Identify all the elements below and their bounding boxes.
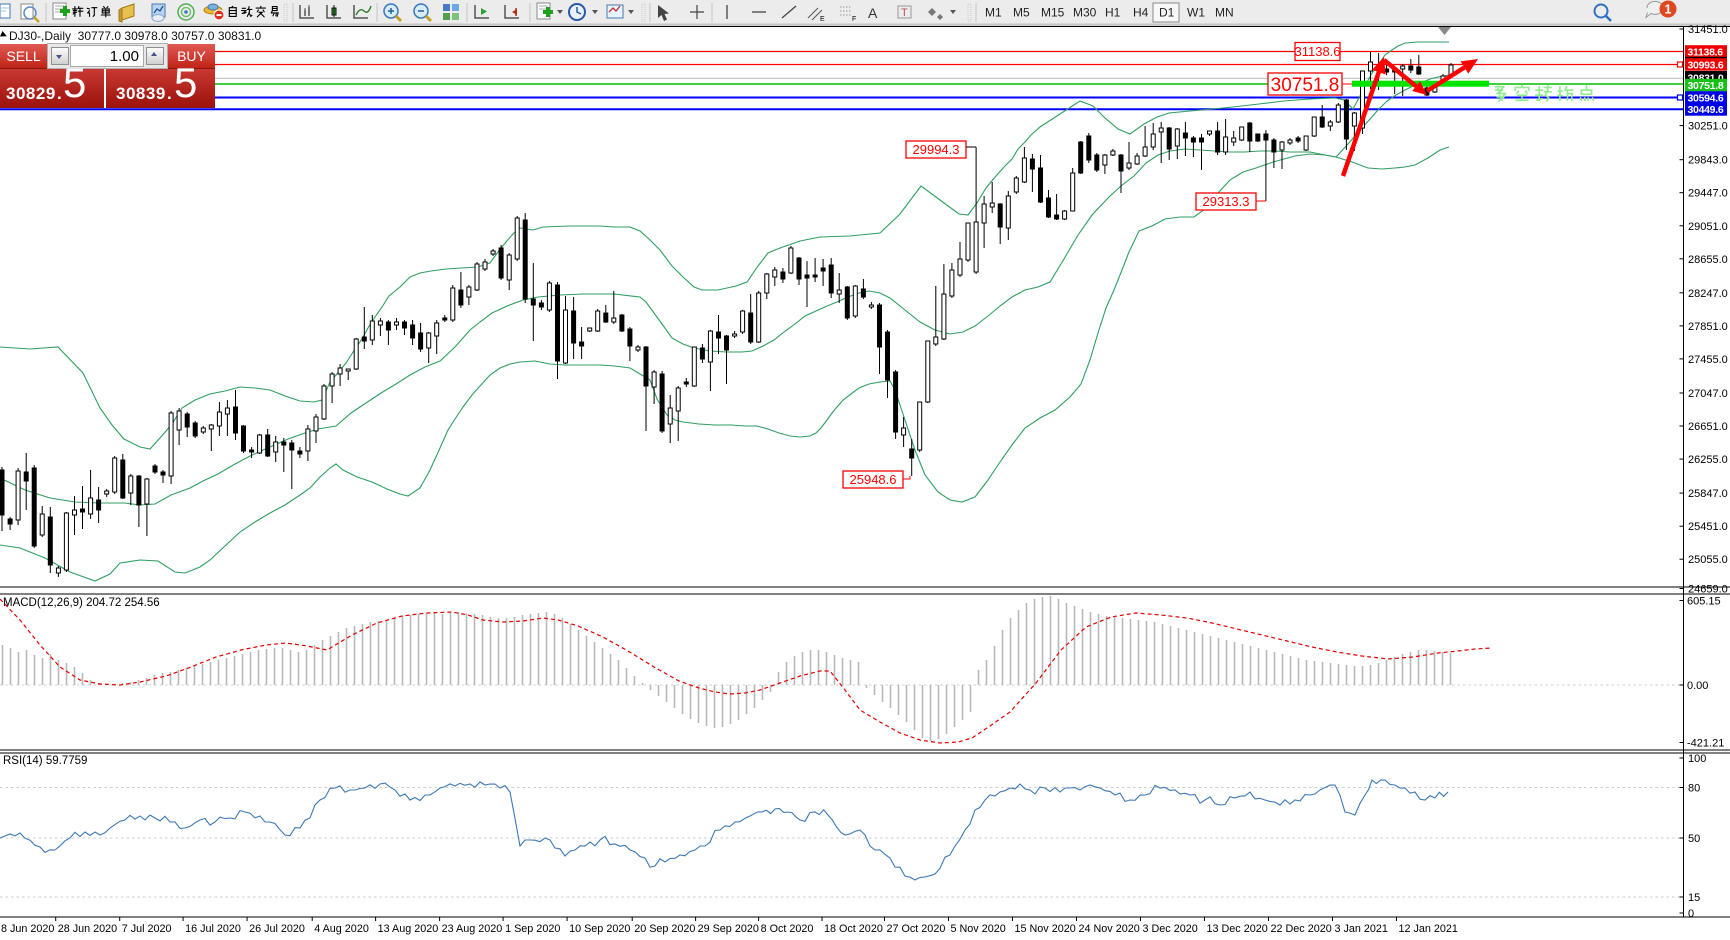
- svg-text:E: E: [820, 16, 825, 23]
- svg-text:30751.8: 30751.8: [1271, 75, 1340, 96]
- svg-text:30251.0: 30251.0: [1688, 121, 1728, 133]
- svg-text:0.00: 0.00: [1687, 680, 1708, 692]
- svg-text:30993.6: 30993.6: [1688, 59, 1724, 71]
- svg-text:MN: MN: [1215, 6, 1234, 20]
- svg-text:30751.8: 30751.8: [1688, 80, 1724, 92]
- svg-text:26255.0: 26255.0: [1688, 454, 1728, 466]
- svg-text:13 Aug 2020: 13 Aug 2020: [378, 923, 439, 935]
- svg-text:25847.0: 25847.0: [1688, 488, 1728, 500]
- svg-text:F: F: [852, 16, 856, 23]
- svg-text:27 Oct 2020: 27 Oct 2020: [887, 923, 946, 935]
- svg-text:5 Nov 2020: 5 Nov 2020: [951, 923, 1006, 935]
- svg-text:RSI(14) 59.7759: RSI(14) 59.7759: [3, 755, 87, 767]
- svg-text:H4: H4: [1133, 6, 1149, 20]
- svg-text:23 Aug 2020: 23 Aug 2020: [442, 923, 503, 935]
- svg-text:31138.6: 31138.6: [1688, 46, 1724, 58]
- svg-text:26 Jul 2020: 26 Jul 2020: [249, 923, 305, 935]
- svg-text:3 Jan 2021: 3 Jan 2021: [1335, 923, 1388, 935]
- svg-text:29313.3: 29313.3: [1203, 194, 1250, 209]
- svg-text:31451.0: 31451.0: [1688, 24, 1728, 36]
- svg-text:8 Oct 2020: 8 Oct 2020: [761, 923, 814, 935]
- svg-text:8 Jun 2020: 8 Jun 2020: [1, 923, 54, 935]
- svg-text:27455.0: 27455.0: [1688, 354, 1728, 366]
- svg-text:M30: M30: [1073, 6, 1097, 20]
- svg-text:25451.0: 25451.0: [1688, 521, 1728, 533]
- svg-text:29994.3: 29994.3: [913, 142, 960, 157]
- svg-text:1: 1: [1665, 3, 1672, 17]
- svg-text:15 Nov 2020: 15 Nov 2020: [1015, 923, 1076, 935]
- svg-text:27851.0: 27851.0: [1688, 321, 1728, 333]
- svg-text:0: 0: [1688, 908, 1694, 920]
- svg-text:30594.6: 30594.6: [1688, 92, 1724, 104]
- svg-text:MACD(12,26,9) 204.72 254.56: MACD(12,26,9) 204.72 254.56: [3, 597, 160, 609]
- svg-text:28655.0: 28655.0: [1688, 254, 1728, 266]
- svg-text:20 Sep 2020: 20 Sep 2020: [634, 923, 695, 935]
- svg-text:13 Dec 2020: 13 Dec 2020: [1207, 923, 1268, 935]
- svg-text:28247.0: 28247.0: [1688, 288, 1728, 300]
- svg-text:80: 80: [1688, 783, 1700, 795]
- svg-text:-421.21: -421.21: [1687, 738, 1724, 750]
- svg-text:16 Jul 2020: 16 Jul 2020: [185, 923, 241, 935]
- svg-text:29447.0: 29447.0: [1688, 188, 1728, 200]
- svg-text:7 Jul 2020: 7 Jul 2020: [122, 923, 172, 935]
- svg-text:M5: M5: [1013, 6, 1030, 20]
- svg-text:22 Dec 2020: 22 Dec 2020: [1271, 923, 1332, 935]
- svg-text:27047.0: 27047.0: [1688, 388, 1728, 400]
- svg-text:15: 15: [1688, 892, 1700, 904]
- svg-text:H1: H1: [1105, 6, 1121, 20]
- svg-text:29843.0: 29843.0: [1688, 155, 1728, 167]
- svg-text:A: A: [868, 5, 878, 21]
- svg-text:31138.6: 31138.6: [1294, 44, 1340, 59]
- svg-text:M1: M1: [985, 6, 1002, 20]
- svg-text:M15: M15: [1041, 6, 1065, 20]
- svg-text:12 Jan 2021: 12 Jan 2021: [1399, 923, 1458, 935]
- svg-text:605.15: 605.15: [1687, 596, 1721, 608]
- svg-text:D1: D1: [1159, 6, 1175, 20]
- svg-text:26651.0: 26651.0: [1688, 421, 1728, 433]
- svg-text:100: 100: [1688, 753, 1706, 765]
- svg-text:30449.6: 30449.6: [1688, 104, 1724, 116]
- svg-text:18 Oct 2020: 18 Oct 2020: [824, 923, 883, 935]
- svg-text:W1: W1: [1187, 6, 1205, 20]
- svg-text:3 Dec 2020: 3 Dec 2020: [1143, 923, 1198, 935]
- svg-text:24 Nov 2020: 24 Nov 2020: [1079, 923, 1140, 935]
- svg-text:50: 50: [1688, 833, 1700, 845]
- svg-text:29 Sep 2020: 29 Sep 2020: [698, 923, 759, 935]
- svg-text:25055.0: 25055.0: [1688, 554, 1728, 566]
- svg-text:28 Jun 2020: 28 Jun 2020: [58, 923, 117, 935]
- svg-text:29051.0: 29051.0: [1688, 221, 1728, 233]
- svg-text:T: T: [901, 7, 908, 19]
- svg-text:24659.0: 24659.0: [1688, 584, 1728, 596]
- svg-text:10 Sep 2020: 10 Sep 2020: [569, 923, 630, 935]
- svg-text:1 Sep 2020: 1 Sep 2020: [505, 923, 560, 935]
- svg-text:25948.6: 25948.6: [850, 472, 897, 487]
- svg-text:4 Aug 2020: 4 Aug 2020: [314, 923, 369, 935]
